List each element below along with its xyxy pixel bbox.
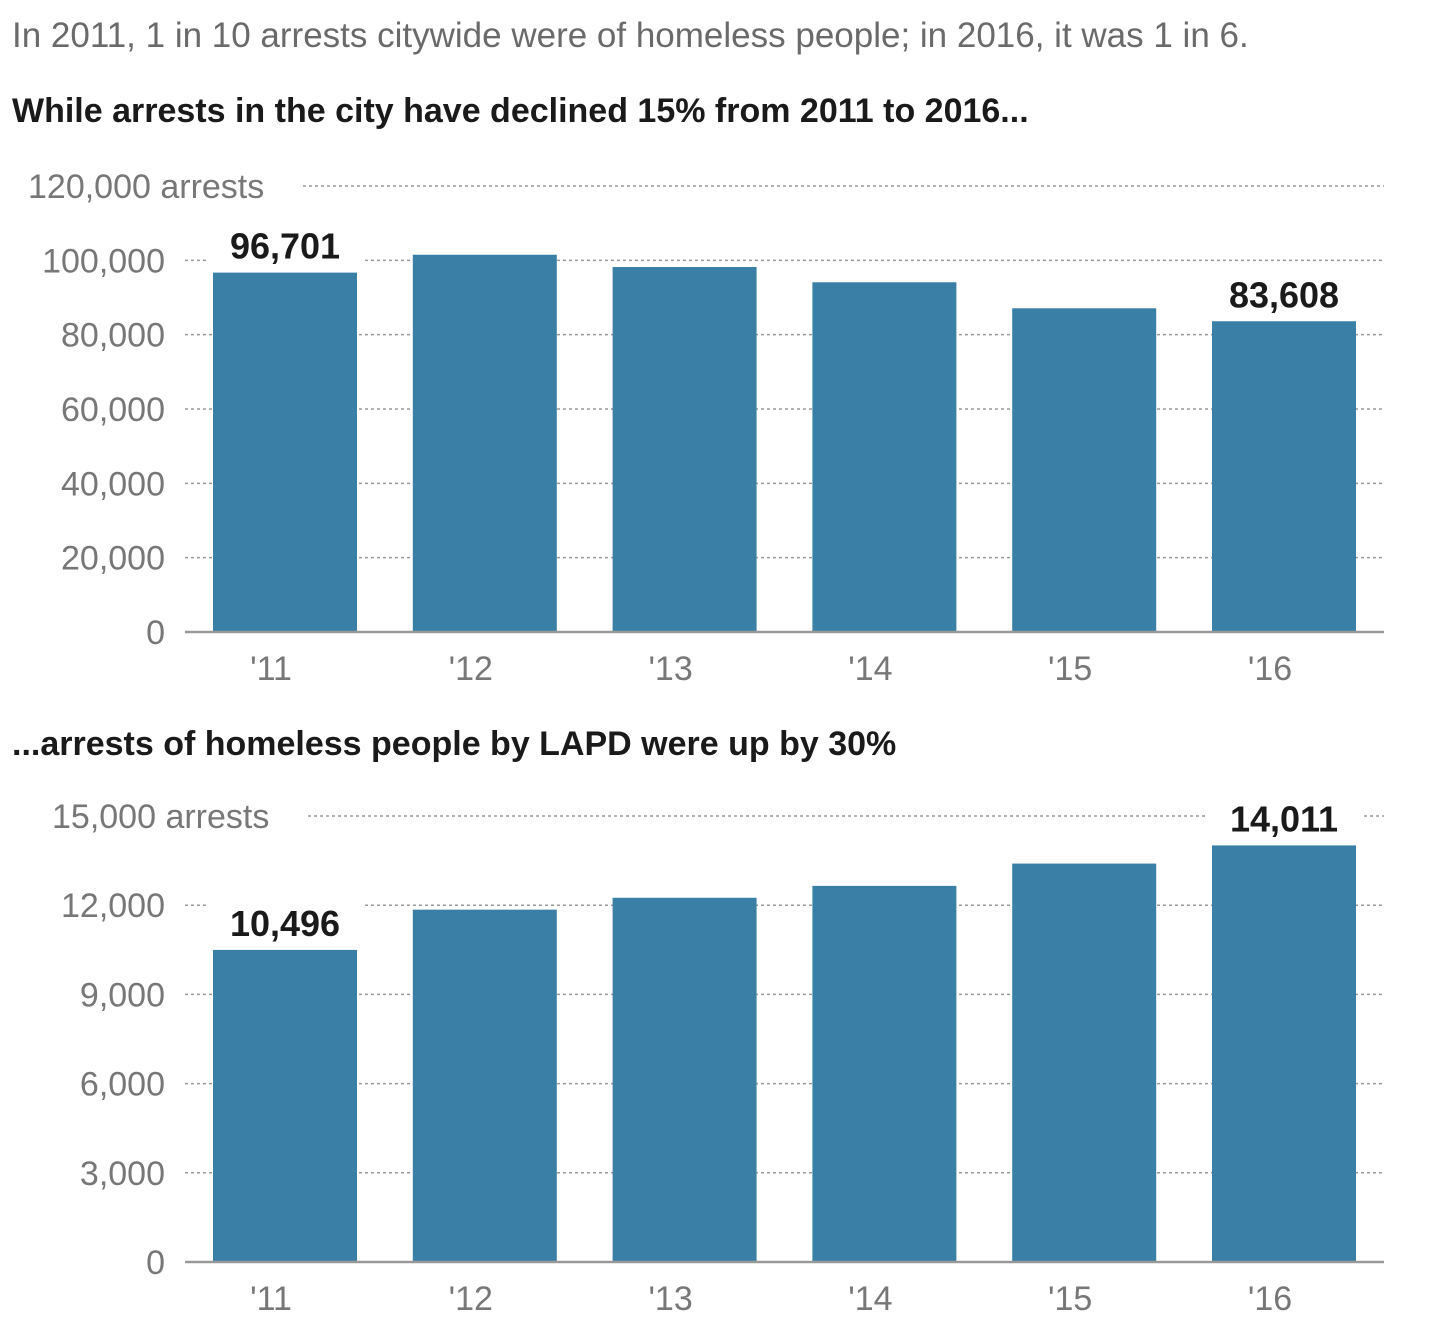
y-tick-label: 6,000: [80, 1066, 165, 1104]
bar-12: [412, 254, 557, 632]
bar-14: [812, 282, 957, 632]
y-tick-label: 3,000: [80, 1155, 165, 1193]
data-label: 14,011: [1230, 798, 1338, 839]
x-tick-label: '15: [1048, 650, 1092, 688]
bar-14: [812, 885, 957, 1262]
bar-16: [1212, 845, 1356, 1262]
y-tick-label: 9,000: [80, 976, 165, 1014]
bar-11: [213, 949, 357, 1262]
y-tick-label: 20,000: [61, 540, 165, 578]
y-tick-label: 12,000: [61, 887, 165, 925]
bar-16: [1212, 321, 1356, 632]
y-tick-label: 100,000: [42, 242, 165, 280]
data-label-background: [1206, 795, 1362, 842]
y-tick-label: 0: [146, 1244, 165, 1282]
bar-15: [1012, 863, 1157, 1262]
data-label: 96,701: [230, 226, 340, 267]
x-tick-label: '14: [848, 1280, 892, 1318]
x-tick-label: '11: [250, 1280, 292, 1318]
x-tick-label: '15: [1048, 1280, 1092, 1318]
y-tick-label: 40,000: [61, 465, 165, 503]
x-tick-label: '16: [1248, 1280, 1292, 1318]
y-tick-label: 60,000: [61, 391, 165, 429]
y-tick-label: 120,000 arrests: [28, 168, 264, 206]
bar-11: [213, 272, 357, 632]
data-label-background: [207, 899, 363, 946]
homeless-arrests-bar-chart: 0 3,000 6,000 9,000 12,000 15,000 arrests 10,4…: [52, 795, 1384, 1318]
subheading: In 2011, 1 in 10 arrests citywide were o…: [12, 16, 1249, 55]
bar-13: [612, 897, 757, 1262]
y-tick-label: 15,000 arrests: [52, 798, 269, 836]
chart-title-total-arrests: While arrests in the city have declined …: [12, 92, 1029, 130]
y-tick-label: 80,000: [61, 317, 165, 355]
data-label-background: [207, 222, 363, 269]
x-tick-label: '11: [250, 650, 292, 688]
x-tick-label: '13: [648, 650, 692, 688]
bar-12: [412, 909, 557, 1262]
bar-15: [1012, 308, 1157, 632]
chart-title-homeless-arrests: ...arrests of homeless people by LAPD we…: [12, 725, 897, 763]
x-tick-label: '14: [848, 650, 892, 688]
bar-13: [612, 267, 757, 632]
x-tick-label: '13: [648, 1280, 692, 1318]
x-tick-label: '12: [449, 650, 493, 688]
total-arrests-bar-chart: 0 20,000 40,000 60,000 80,000 100,000 120,000 …: [28, 168, 1384, 688]
y-tick-label: 0: [146, 614, 165, 652]
data-label: 10,496: [230, 903, 340, 944]
data-label: 83,608: [1229, 274, 1339, 315]
x-tick-label: '12: [449, 1280, 493, 1318]
data-label-background: [1206, 271, 1362, 318]
x-tick-label: '16: [1248, 650, 1292, 688]
